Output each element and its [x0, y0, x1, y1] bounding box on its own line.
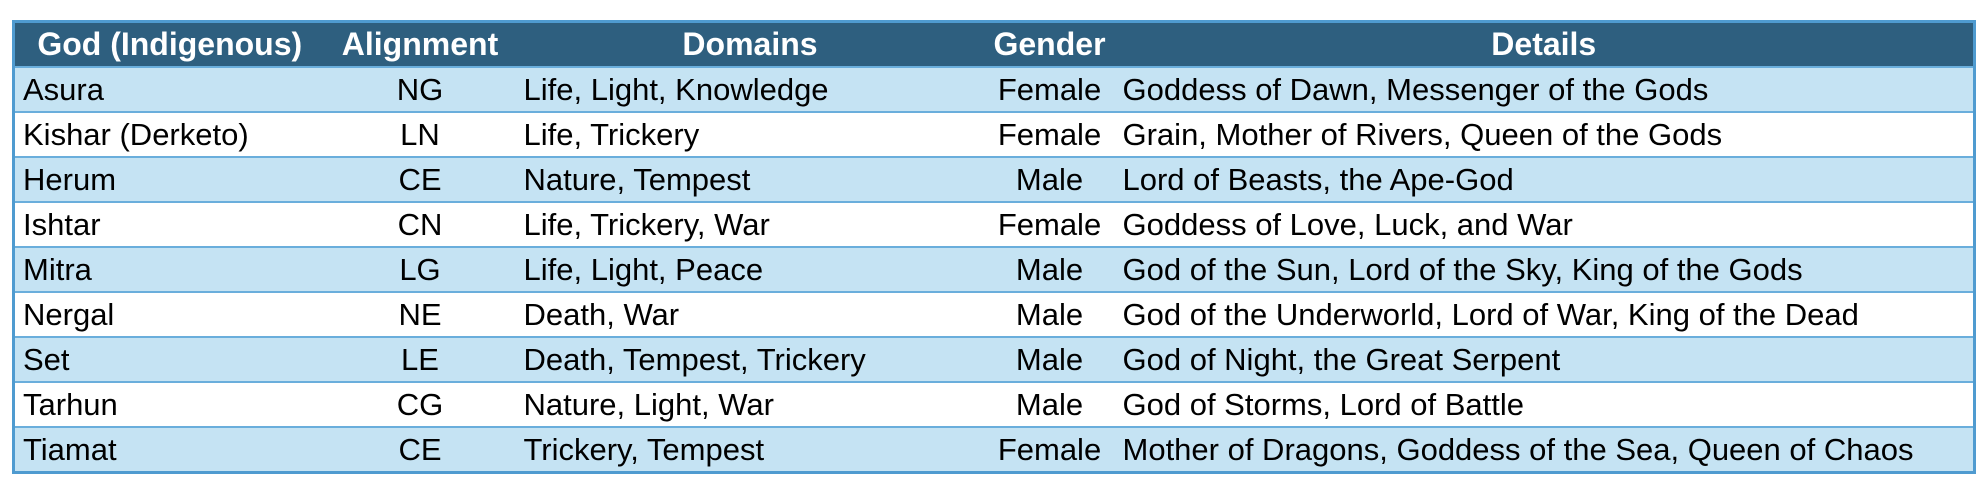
header-gender[interactable]: Gender [984, 21, 1115, 67]
cell-details[interactable]: Goddess of Dawn, Messenger of the Gods [1114, 66, 1975, 112]
header-domains[interactable]: Domains [515, 21, 985, 67]
cell-god[interactable]: Nergal [13, 291, 325, 337]
table-row: Herum CE Nature, Tempest Male Lord of Be… [13, 156, 1975, 202]
table-row: Asura NG Life, Light, Knowledge Female G… [13, 66, 1975, 112]
cell-alignment[interactable]: CE [324, 426, 516, 473]
cell-god[interactable]: Tarhun [13, 381, 325, 427]
cell-details[interactable]: Mother of Dragons, Goddess of the Sea, Q… [1114, 426, 1975, 473]
table-row: Tarhun CG Nature, Light, War Male God of… [13, 381, 1975, 427]
header-row: God (Indigenous) Alignment Domains Gende… [13, 21, 1975, 67]
cell-god[interactable]: Mitra [13, 246, 325, 292]
header-details[interactable]: Details [1114, 21, 1975, 67]
table-row: Mitra LG Life, Light, Peace Male God of … [13, 246, 1975, 292]
cell-details[interactable]: Grain, Mother of Rivers, Queen of the Go… [1114, 111, 1975, 157]
cell-domains[interactable]: Nature, Light, War [515, 381, 985, 427]
table-row: Tiamat CE Trickery, Tempest Female Mothe… [13, 426, 1975, 473]
table-row: Ishtar CN Life, Trickery, War Female God… [13, 201, 1975, 247]
cell-god[interactable]: Tiamat [13, 426, 325, 473]
cell-details[interactable]: Goddess of Love, Luck, and War [1114, 201, 1975, 247]
cell-alignment[interactable]: NE [324, 291, 516, 337]
cell-gender[interactable]: Female [984, 66, 1115, 112]
cell-alignment[interactable]: CN [324, 201, 516, 247]
cell-domains[interactable]: Trickery, Tempest [515, 426, 985, 473]
cell-domains[interactable]: Life, Trickery, War [515, 201, 985, 247]
cell-domains[interactable]: Death, Tempest, Trickery [515, 336, 985, 382]
cell-details[interactable]: God of the Sun, Lord of the Sky, King of… [1114, 246, 1975, 292]
gods-table: God (Indigenous) Alignment Domains Gende… [12, 20, 1976, 474]
cell-god[interactable]: Ishtar [13, 201, 325, 247]
header-god[interactable]: God (Indigenous) [13, 21, 325, 67]
cell-domains[interactable]: Life, Light, Peace [515, 246, 985, 292]
cell-alignment[interactable]: LG [324, 246, 516, 292]
cell-alignment[interactable]: NG [324, 66, 516, 112]
header-alignment[interactable]: Alignment [324, 21, 516, 67]
table-row: Set LE Death, Tempest, Trickery Male God… [13, 336, 1975, 382]
cell-alignment[interactable]: CG [324, 381, 516, 427]
cell-domains[interactable]: Life, Trickery [515, 111, 985, 157]
cell-god[interactable]: Set [13, 336, 325, 382]
cell-god[interactable]: Kishar (Derketo) [13, 111, 325, 157]
cell-gender[interactable]: Female [984, 426, 1115, 473]
cell-domains[interactable]: Life, Light, Knowledge [515, 66, 985, 112]
cell-alignment[interactable]: LN [324, 111, 516, 157]
cell-details[interactable]: Lord of Beasts, the Ape-God [1114, 156, 1975, 202]
cell-god[interactable]: Asura [13, 66, 325, 112]
table-row: Kishar (Derketo) LN Life, Trickery Femal… [13, 111, 1975, 157]
cell-details[interactable]: God of Storms, Lord of Battle [1114, 381, 1975, 427]
cell-alignment[interactable]: CE [324, 156, 516, 202]
cell-domains[interactable]: Nature, Tempest [515, 156, 985, 202]
table-row: Nergal NE Death, War Male God of the Und… [13, 291, 1975, 337]
cell-gender[interactable]: Male [984, 381, 1115, 427]
cell-domains[interactable]: Death, War [515, 291, 985, 337]
cell-gender[interactable]: Female [984, 201, 1115, 247]
table-header: God (Indigenous) Alignment Domains Gende… [13, 21, 1975, 67]
cell-god[interactable]: Herum [13, 156, 325, 202]
cell-details[interactable]: God of the Underworld, Lord of War, King… [1114, 291, 1975, 337]
cell-gender[interactable]: Male [984, 291, 1115, 337]
cell-gender[interactable]: Male [984, 336, 1115, 382]
cell-gender[interactable]: Female [984, 111, 1115, 157]
table-body: Asura NG Life, Light, Knowledge Female G… [13, 66, 1975, 473]
cell-gender[interactable]: Male [984, 246, 1115, 292]
cell-alignment[interactable]: LE [324, 336, 516, 382]
cell-gender[interactable]: Male [984, 156, 1115, 202]
cell-details[interactable]: God of Night, the Great Serpent [1114, 336, 1975, 382]
